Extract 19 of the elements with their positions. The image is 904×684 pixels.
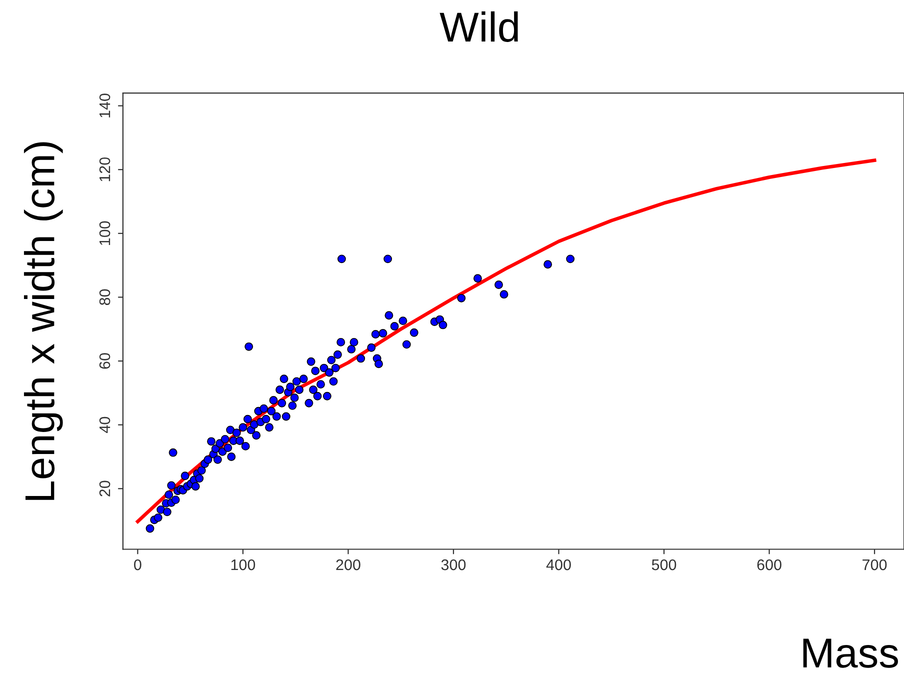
y-tick-label: 140 [99,94,110,118]
x-tick-label: 400 [546,559,571,570]
y-tick-label: 40 [99,416,110,433]
x-tick-label: 200 [336,559,360,570]
y-tick-label: 100 [99,221,110,245]
x-tick-label: 500 [652,559,676,570]
y-axis-title: Length x width (cm) [24,142,63,500]
x-axis-title: Mass [803,638,898,668]
y-tick-label: 80 [99,289,110,306]
chart-title: Wild [440,11,518,42]
x-tick-label: 600 [757,559,782,570]
x-tick-label: 0 [134,559,142,570]
x-tick-label: 300 [441,559,466,570]
x-tick-label: 100 [231,559,256,570]
x-tick-label: 700 [862,559,887,570]
y-tick-label: 20 [99,480,110,496]
line-series [136,158,876,524]
y-tick-label: 60 [99,353,110,369]
y-tick-label: 120 [99,157,110,182]
